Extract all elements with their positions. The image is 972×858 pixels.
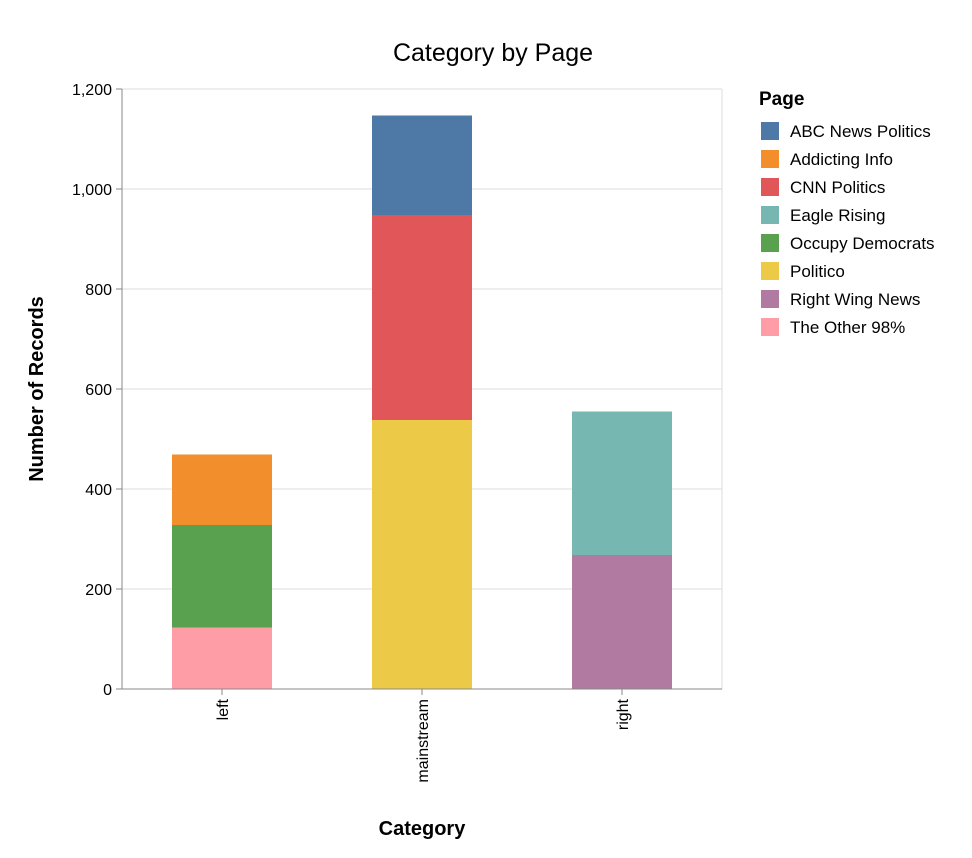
bar-segment-mainstream-politico	[372, 420, 472, 689]
legend-title: Page	[759, 89, 804, 110]
y-tick-label: 600	[85, 382, 112, 399]
bar-segment-mainstream-cnn-politics	[372, 215, 472, 420]
bar-segment-left-occupy-democrats	[172, 525, 272, 628]
legend-label: ABC News Politics	[790, 122, 931, 141]
legend-swatch	[761, 262, 779, 280]
legend-label: Occupy Democrats	[790, 234, 935, 253]
x-axis-title: Category	[379, 818, 467, 840]
bar-segment-right-eagle-rising	[572, 411, 672, 555]
legend-swatch	[761, 150, 779, 168]
y-tick-label: 800	[85, 282, 112, 299]
bar-segment-right-right-wing-news	[572, 555, 672, 689]
y-tick-label: 0	[103, 682, 112, 699]
y-tick-label: 200	[85, 582, 112, 599]
legend-label: Right Wing News	[790, 290, 920, 309]
legend-swatch	[761, 318, 779, 336]
legend-label: CNN Politics	[790, 178, 885, 197]
legend-label: Addicting Info	[790, 150, 893, 169]
legend-swatch	[761, 206, 779, 224]
y-axis-ticks: 0 200 400 600 800 1,000 1,200	[72, 82, 122, 699]
legend-label: Eagle Rising	[790, 206, 885, 225]
x-tick-label: right	[615, 698, 632, 730]
legend-swatch	[761, 178, 779, 196]
bar-segment-mainstream-abc-news-politics	[372, 115, 472, 215]
chart-title: Category by Page	[393, 39, 593, 67]
bar-segment-left-addicting-info	[172, 454, 272, 525]
legend-swatch	[761, 122, 779, 140]
bar-stack-layer	[172, 115, 672, 689]
legend: Page ABC News Politics Addicting Info CNN …	[759, 89, 935, 337]
y-tick-label: 1,200	[72, 82, 112, 99]
legend-label: The Other 98%	[790, 318, 905, 337]
legend-label: Politico	[790, 262, 845, 281]
y-tick-label: 400	[85, 482, 112, 499]
bar-segment-left-the-other-98-	[172, 627, 272, 689]
x-tick-label: left	[215, 698, 232, 720]
x-tick-label: mainstream	[415, 699, 432, 783]
x-axis-ticks: left mainstream right	[215, 689, 632, 783]
legend-swatch	[761, 290, 779, 308]
y-axis-title: Number of Records	[26, 296, 48, 482]
legend-swatch	[761, 234, 779, 252]
y-tick-label: 1,000	[72, 182, 112, 199]
